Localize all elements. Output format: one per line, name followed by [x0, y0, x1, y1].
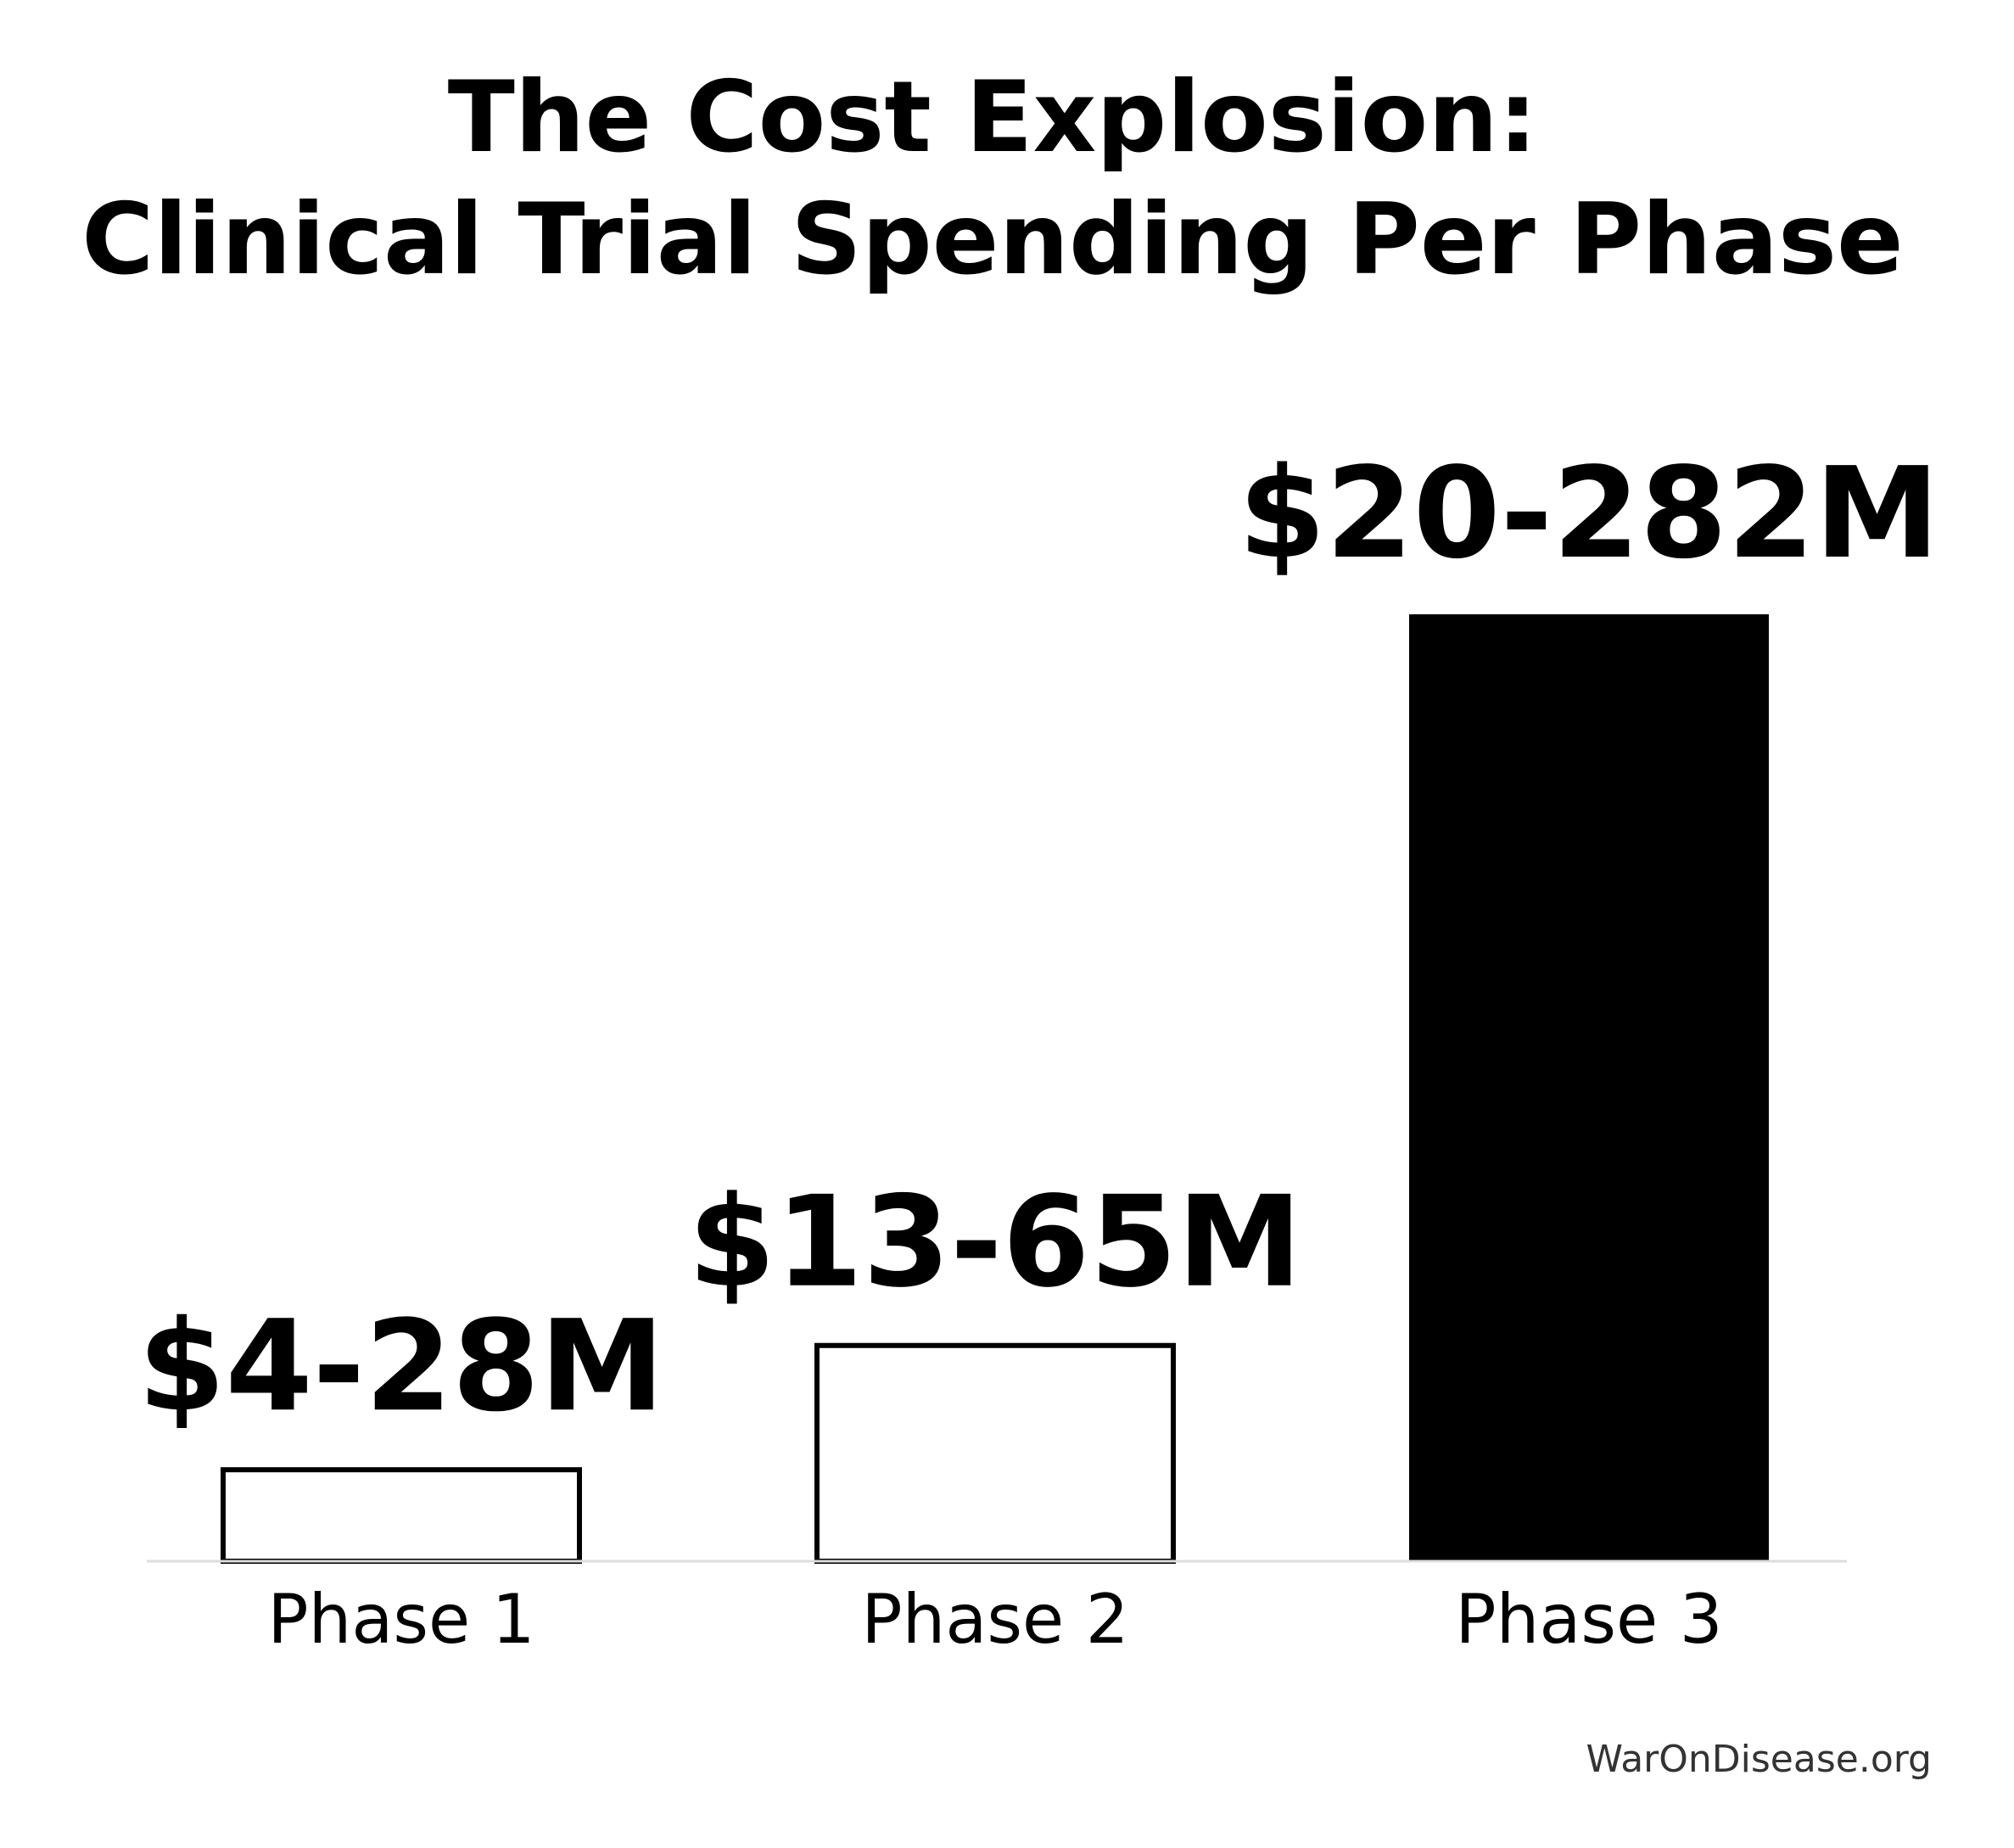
bar-phase-3 — [1409, 614, 1769, 1561]
bar-phase-1 — [221, 1467, 582, 1565]
data-label-phase-1: $4-28M — [138, 1293, 665, 1439]
x-tick-label-phase-2: Phase 2 — [861, 1580, 1128, 1659]
chart-title-line-1: The Cost Explosion: — [448, 60, 1538, 175]
bars-group — [221, 614, 1769, 1565]
x-tick-label-phase-3: Phase 3 — [1455, 1580, 1722, 1659]
chart-title-line-2: Clinical Trial Spending Per Phase — [81, 182, 1903, 297]
x-tick-labels-group: Phase 1 Phase 2 Phase 3 — [267, 1580, 1722, 1659]
data-labels-group: $4-28M$13-65M $20-282M — [138, 440, 1940, 1439]
credit-text: WarOnDisease.org — [1586, 1738, 1932, 1781]
data-label-phase-3: $20-282M — [1239, 440, 1940, 586]
data-label-phase-2: $13-65M — [688, 1169, 1302, 1315]
bar-phase-2 — [814, 1342, 1176, 1565]
x-tick-label-phase-1: Phase 1 — [267, 1580, 534, 1659]
